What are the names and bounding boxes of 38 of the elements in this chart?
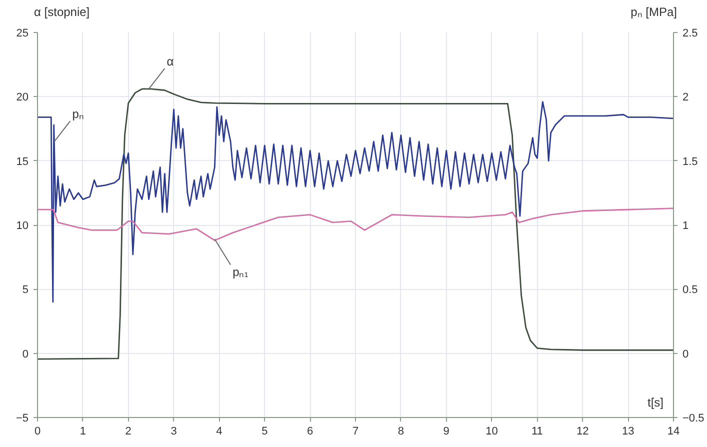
x-tick-label: 3 — [170, 426, 177, 438]
y2-tick-label: 1.5 — [682, 156, 698, 168]
line-series — [38, 101, 674, 303]
y2-tick-label: 0 — [682, 348, 689, 360]
x-tick-label: 14 — [667, 426, 680, 438]
y-tick-label: 25 — [16, 28, 29, 40]
annotation: pₙ₁ — [232, 264, 248, 279]
x-tick-label: 7 — [352, 426, 359, 438]
line-series — [38, 208, 674, 242]
annotation: pₙ — [72, 107, 84, 122]
y-tick-label: 15 — [16, 156, 29, 168]
x-tick-label: 2 — [125, 426, 132, 438]
y-tick-label: 10 — [16, 220, 29, 232]
y2-tick-label: 0.5 — [682, 284, 698, 296]
x-tick-label: 0 — [34, 426, 41, 438]
y-tick-label: −5 — [16, 412, 29, 424]
y2-tick-label: −0.5 — [682, 412, 704, 424]
x-tick-label: 11 — [532, 426, 543, 438]
y-tick-label: 5 — [22, 284, 29, 296]
x-tick-label: 13 — [622, 426, 634, 438]
y2-tick-label: 1 — [682, 220, 689, 232]
x-tick-label: 8 — [398, 426, 404, 438]
y-tick-label: 0 — [22, 348, 29, 360]
x-tick-label: 1 — [80, 426, 86, 438]
line-series — [38, 88, 674, 360]
y-tick-label: 20 — [16, 92, 29, 104]
y2-tick-label: 2 — [682, 92, 689, 104]
x-tick-label: 10 — [486, 426, 498, 438]
annotation: α — [166, 54, 174, 68]
x-tick-label: 9 — [443, 426, 450, 438]
y-axis-title: α [stopnie] — [34, 4, 90, 21]
x-axis-title: t[s] — [648, 396, 664, 410]
x-tick-label: 12 — [576, 426, 589, 438]
x-tick-label: 6 — [307, 426, 314, 438]
y2-tick-label: 2.5 — [682, 28, 698, 40]
y2-axis-title: pₙ [MPa] — [630, 4, 678, 21]
x-tick-label: 4 — [216, 426, 222, 438]
x-tick-label: 5 — [262, 426, 268, 438]
